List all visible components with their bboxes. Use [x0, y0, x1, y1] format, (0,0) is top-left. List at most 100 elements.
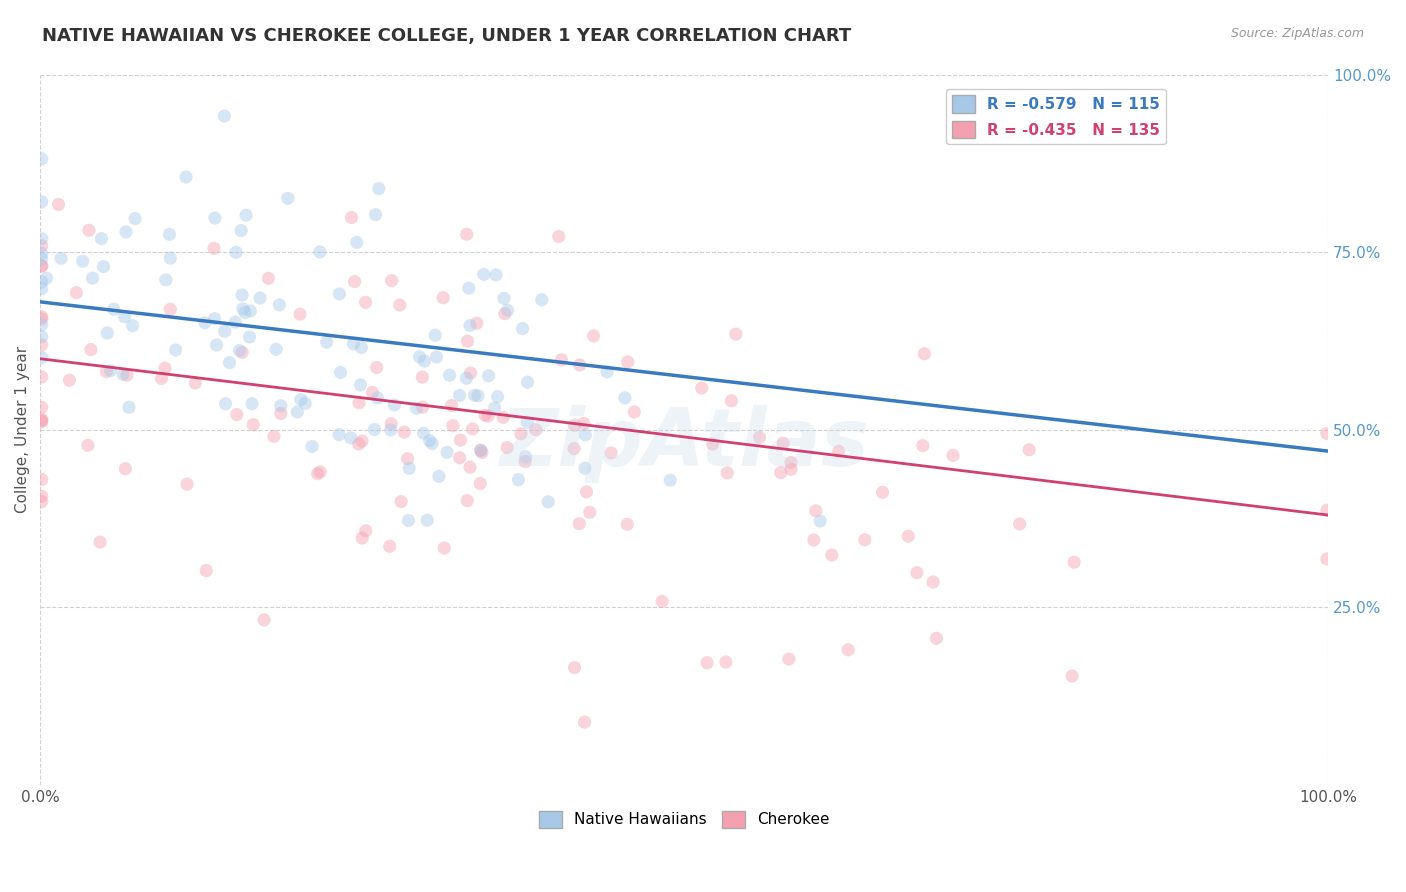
Point [49, 252, 72, 266]
Point [307, 467, 329, 481]
Point [31, 415, 53, 429]
Point [31, 275, 53, 289]
Point [31, 473, 53, 487]
Point [564, 418, 586, 433]
Point [1018, 442, 1040, 457]
Point [195, 564, 218, 578]
Point [343, 275, 366, 289]
Point [218, 356, 240, 370]
Point [31, 252, 53, 267]
Point [214, 397, 236, 411]
Point [354, 524, 377, 538]
Point [242, 417, 264, 432]
Point [568, 516, 591, 531]
Point [349, 378, 371, 392]
Point [328, 286, 350, 301]
Point [456, 493, 478, 508]
Point [231, 345, 253, 359]
Point [65, 285, 87, 300]
Point [231, 223, 253, 237]
Point [508, 473, 530, 487]
Point [346, 235, 368, 250]
Point [398, 461, 420, 475]
Point [231, 288, 253, 302]
Point [616, 517, 638, 532]
Point [496, 441, 519, 455]
Point [124, 211, 146, 226]
Point [31, 370, 53, 384]
Point [381, 274, 404, 288]
Point [31, 259, 53, 273]
Point [821, 548, 844, 562]
Point [184, 376, 207, 390]
Point [803, 533, 825, 547]
Point [240, 397, 263, 411]
Point [905, 566, 928, 580]
Point [582, 329, 605, 343]
Point [458, 460, 481, 475]
Point [31, 312, 53, 326]
Point [93, 260, 115, 274]
Point [423, 328, 446, 343]
Point [31, 232, 53, 246]
Point [1060, 669, 1083, 683]
Point [474, 408, 496, 422]
Point [269, 298, 291, 312]
Point [780, 462, 803, 476]
Point [562, 442, 585, 456]
Point [827, 444, 849, 458]
Point [35, 271, 58, 285]
Point [288, 307, 311, 321]
Point [339, 431, 361, 445]
Point [225, 245, 247, 260]
Point [31, 351, 53, 365]
Point [524, 423, 547, 437]
Point [103, 302, 125, 317]
Point [277, 191, 299, 205]
Point [263, 429, 285, 443]
Point [114, 461, 136, 475]
Point [512, 321, 534, 335]
Point [574, 461, 596, 475]
Point [853, 533, 876, 547]
Point [80, 343, 103, 357]
Point [204, 311, 226, 326]
Point [494, 307, 516, 321]
Point [253, 613, 276, 627]
Point [837, 642, 859, 657]
Point [270, 406, 292, 420]
Point [205, 338, 228, 352]
Point [367, 181, 389, 195]
Point [449, 450, 471, 465]
Point [564, 660, 586, 674]
Point [308, 244, 330, 259]
Point [285, 405, 308, 419]
Point [31, 194, 53, 209]
Point [486, 390, 509, 404]
Point [367, 391, 389, 405]
Legend: Native Hawaiians, Cherokee: Native Hawaiians, Cherokee [533, 805, 835, 834]
Point [457, 281, 479, 295]
Point [364, 208, 387, 222]
Point [440, 399, 463, 413]
Point [214, 109, 236, 123]
Point [596, 365, 619, 379]
Point [617, 355, 640, 369]
Point [342, 336, 364, 351]
Point [354, 295, 377, 310]
Point [925, 632, 948, 646]
Point [458, 318, 481, 333]
Point [471, 445, 494, 459]
Point [31, 401, 53, 415]
Point [31, 310, 53, 324]
Point [290, 392, 312, 407]
Text: ZipAtlas: ZipAtlas [499, 405, 869, 483]
Point [115, 225, 138, 239]
Point [31, 494, 53, 508]
Point [1316, 552, 1339, 566]
Point [420, 436, 443, 450]
Point [897, 529, 920, 543]
Point [121, 318, 143, 333]
Point [492, 410, 515, 425]
Point [315, 335, 337, 350]
